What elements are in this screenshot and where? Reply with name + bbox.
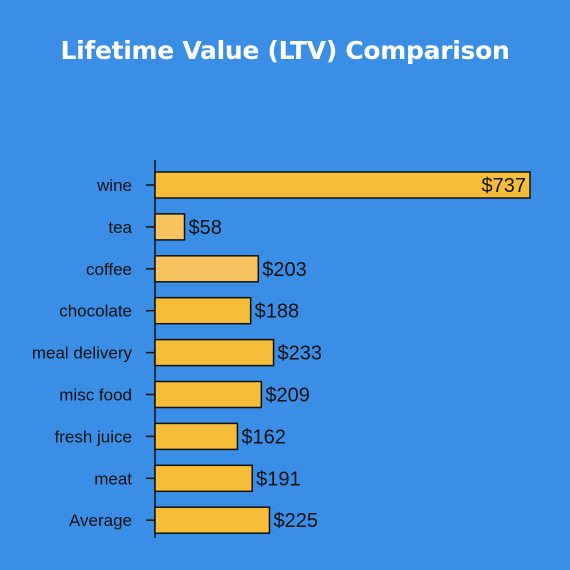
chart-title: Lifetime Value (LTV) Comparison — [60, 36, 510, 65]
value-label-misc-food: $209 — [265, 385, 310, 407]
bar-wine — [154, 171, 531, 199]
value-label-fresh-juice: $162 — [241, 426, 286, 448]
value-label-tea: $58 — [189, 217, 222, 239]
category-label-wine: wine — [96, 176, 132, 195]
value-label-meal-delivery: $233 — [278, 343, 323, 365]
bar-chocolate — [154, 296, 252, 325]
value-label-coffee: $203 — [262, 259, 307, 281]
category-label-meal-delivery: meal delivery — [32, 344, 133, 363]
value-label-average: $225 — [273, 510, 318, 532]
bar-average — [154, 506, 271, 534]
bar-fresh-juice — [154, 422, 239, 451]
category-label-fresh-juice: fresh juice — [55, 427, 132, 446]
category-label-average: Average — [69, 511, 132, 530]
bar-misc-food — [154, 380, 263, 409]
category-label-coffee: coffee — [86, 260, 132, 279]
value-label-meat: $191 — [256, 468, 301, 490]
bar-coffee — [154, 255, 260, 283]
value-label-chocolate: $188 — [255, 301, 300, 323]
category-label-meat: meat — [94, 469, 132, 488]
category-label-chocolate: chocolate — [59, 302, 132, 321]
bar-meat — [154, 464, 253, 493]
value-label-wine: $737 — [482, 175, 527, 197]
bar-meal-delivery — [154, 338, 275, 367]
category-label-misc-food: misc food — [59, 386, 132, 405]
bar-tea — [154, 213, 186, 241]
category-label-tea: tea — [108, 218, 132, 237]
